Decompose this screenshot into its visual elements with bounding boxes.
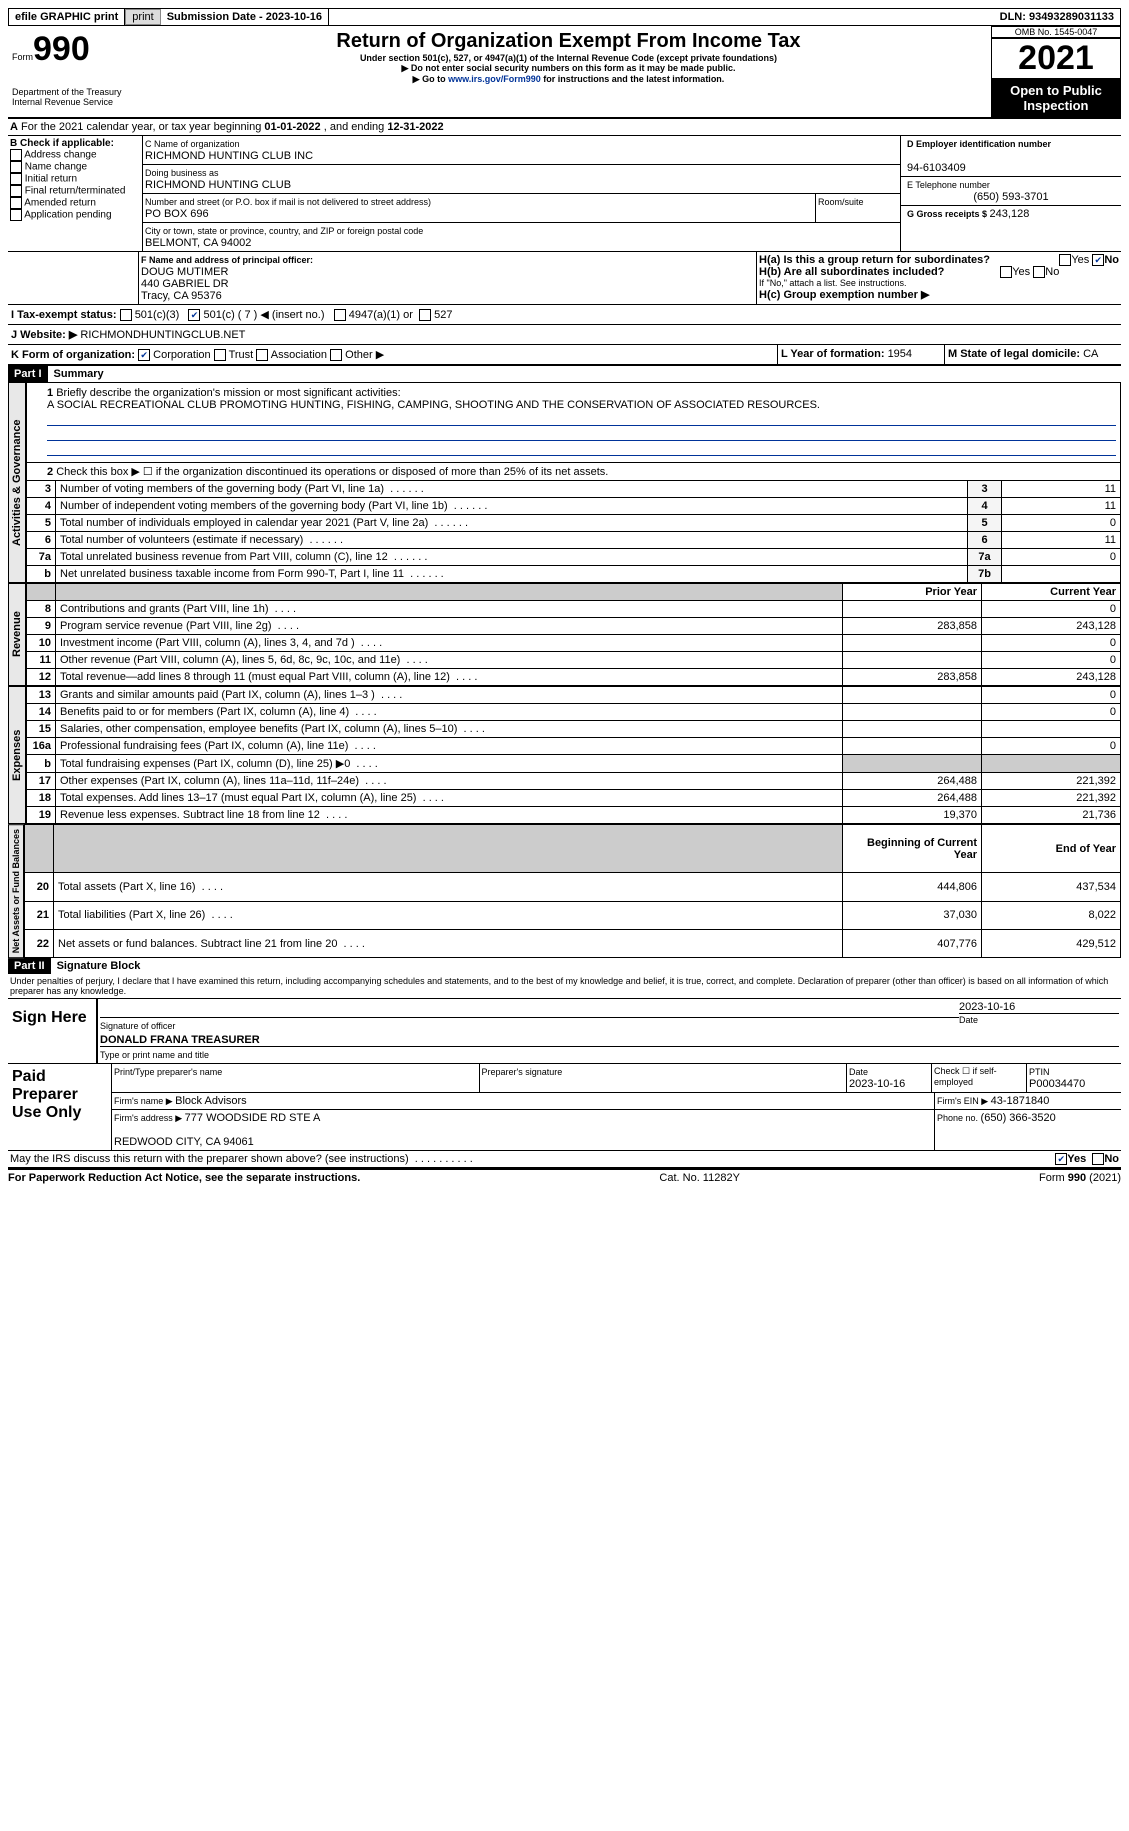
- street: PO BOX 696: [145, 208, 209, 220]
- b-label: B Check if applicable:: [10, 138, 114, 149]
- form-title: Return of Organization Exempt From Incom…: [150, 30, 987, 53]
- header-block: B Check if applicable: Address change Na…: [8, 136, 1121, 251]
- officer-signature-line[interactable]: [100, 1003, 959, 1018]
- top-bar: efile GRAPHIC print print Submission Dat…: [8, 8, 1121, 26]
- officer-addr: 440 GABRIEL DR Tracy, CA 95376: [141, 278, 229, 302]
- e-label: E Telephone number: [907, 180, 990, 190]
- h-c: H(c) Group exemption number ▶: [759, 289, 929, 301]
- preparer-date: 2023-10-16: [849, 1078, 905, 1090]
- form-header: Form990 Department of the Treasury Inter…: [8, 26, 1121, 119]
- omb-number: 1545-0047: [1054, 27, 1097, 37]
- ein: 94-6103409: [907, 162, 966, 174]
- expenses-table: 13Grants and similar amounts paid (Part …: [26, 686, 1121, 824]
- chk-amended[interactable]: Amended return: [24, 198, 96, 209]
- d-label: D Employer identification number: [907, 139, 1051, 149]
- officer-name: DOUG MUTIMER: [141, 266, 228, 278]
- footer: For Paperwork Reduction Act Notice, see …: [8, 1168, 1121, 1184]
- governance-table: 3Number of voting members of the governi…: [26, 480, 1121, 583]
- netassets-table: Beginning of Current YearEnd of Year20To…: [24, 824, 1121, 958]
- city: BELMONT, CA 94002: [145, 237, 251, 249]
- c-name-label: C Name of organization: [145, 139, 240, 149]
- efile-label: efile GRAPHIC print: [9, 9, 125, 25]
- h-b: H(b) Are all subordinates included?: [759, 266, 944, 278]
- f-label: F Name and address of principal officer:: [141, 255, 313, 265]
- part-2-header: Part IISignature Block: [8, 958, 1121, 974]
- line-1-label: Briefly describe the organization's miss…: [56, 387, 400, 399]
- form-word: Form: [12, 52, 33, 62]
- room-label: Room/suite: [818, 197, 864, 207]
- gross-receipts: 243,128: [990, 208, 1030, 220]
- ssn-note: ▶ Do not enter social security numbers o…: [402, 63, 736, 73]
- irs-link[interactable]: www.irs.gov/Form990: [448, 74, 541, 84]
- section-expenses: Expenses: [8, 686, 26, 824]
- section-revenue: Revenue: [8, 583, 26, 686]
- line-2-label: Check this box ▶ ☐ if the organization d…: [56, 466, 608, 478]
- print-button[interactable]: print: [125, 9, 160, 25]
- self-employed-check[interactable]: Check ☐ if self-employed: [932, 1064, 1027, 1092]
- line-klm: K Form of organization: ✔ Corporation Tr…: [8, 345, 1121, 366]
- submission-date: Submission Date - 2023-10-16: [161, 9, 329, 25]
- perjury-declaration: Under penalties of perjury, I declare th…: [8, 974, 1121, 999]
- revenue-table: Prior YearCurrent Year8Contributions and…: [26, 583, 1121, 686]
- dln: DLN: 93493289031133: [994, 9, 1120, 25]
- h-a: H(a) Is this a group return for subordin…: [759, 254, 990, 266]
- org-name: RICHMOND HUNTING CLUB INC: [145, 150, 313, 162]
- firm-ein: 43-1871840: [991, 1095, 1050, 1107]
- part-1-header: Part ISummary: [8, 366, 1121, 382]
- chk-name-change[interactable]: Name change: [25, 162, 87, 173]
- section-netassets: Net Assets or Fund Balances: [8, 824, 24, 958]
- firm-phone: (650) 366-3520: [981, 1112, 1056, 1124]
- chk-address-change[interactable]: Address change: [24, 150, 96, 161]
- open-inspection: Open to Public Inspection: [991, 79, 1121, 117]
- cat-no: Cat. No. 11282Y: [659, 1172, 740, 1184]
- section-governance: Activities & Governance: [8, 382, 26, 583]
- line-j: J Website: ▶ RICHMONDHUNTINGCLUB.NET: [8, 325, 1121, 345]
- officer-print-name: DONALD FRANA TREASURER: [100, 1034, 260, 1046]
- chk-initial-return[interactable]: Initial return: [25, 174, 77, 185]
- tax-year: 2021: [991, 38, 1121, 79]
- form-number: 990: [33, 30, 90, 68]
- chk-app-pending[interactable]: Application pending: [24, 210, 111, 221]
- sign-here: Sign Here: [8, 999, 96, 1063]
- year-formed: 1954: [888, 348, 912, 360]
- firm-name: Block Advisors: [175, 1095, 247, 1107]
- dba: RICHMOND HUNTING CLUB: [145, 179, 291, 191]
- domicile: CA: [1083, 348, 1098, 360]
- chk-final-return[interactable]: Final return/terminated: [25, 186, 126, 197]
- phone: (650) 593-3701: [907, 191, 1115, 203]
- ptin: P00034470: [1029, 1078, 1085, 1090]
- sign-date: 2023-10-16: [959, 1001, 1119, 1014]
- website[interactable]: RICHMONDHUNTINGCLUB.NET: [80, 329, 245, 341]
- dept-label: Department of the Treasury Internal Reve…: [12, 87, 142, 107]
- paid-preparer: Paid Preparer Use Only: [8, 1064, 111, 1150]
- f-h-block: F Name and address of principal officer:…: [8, 251, 1121, 305]
- line-a: A For the 2021 calendar year, or tax yea…: [8, 119, 1121, 136]
- discuss-line: May the IRS discuss this return with the…: [8, 1151, 1121, 1168]
- mission: A SOCIAL RECREATIONAL CLUB PROMOTING HUN…: [47, 399, 820, 411]
- line-i: I Tax-exempt status: 501(c)(3) ✔ 501(c) …: [8, 305, 1121, 325]
- form-subtitle: Under section 501(c), 527, or 4947(a)(1)…: [360, 53, 777, 63]
